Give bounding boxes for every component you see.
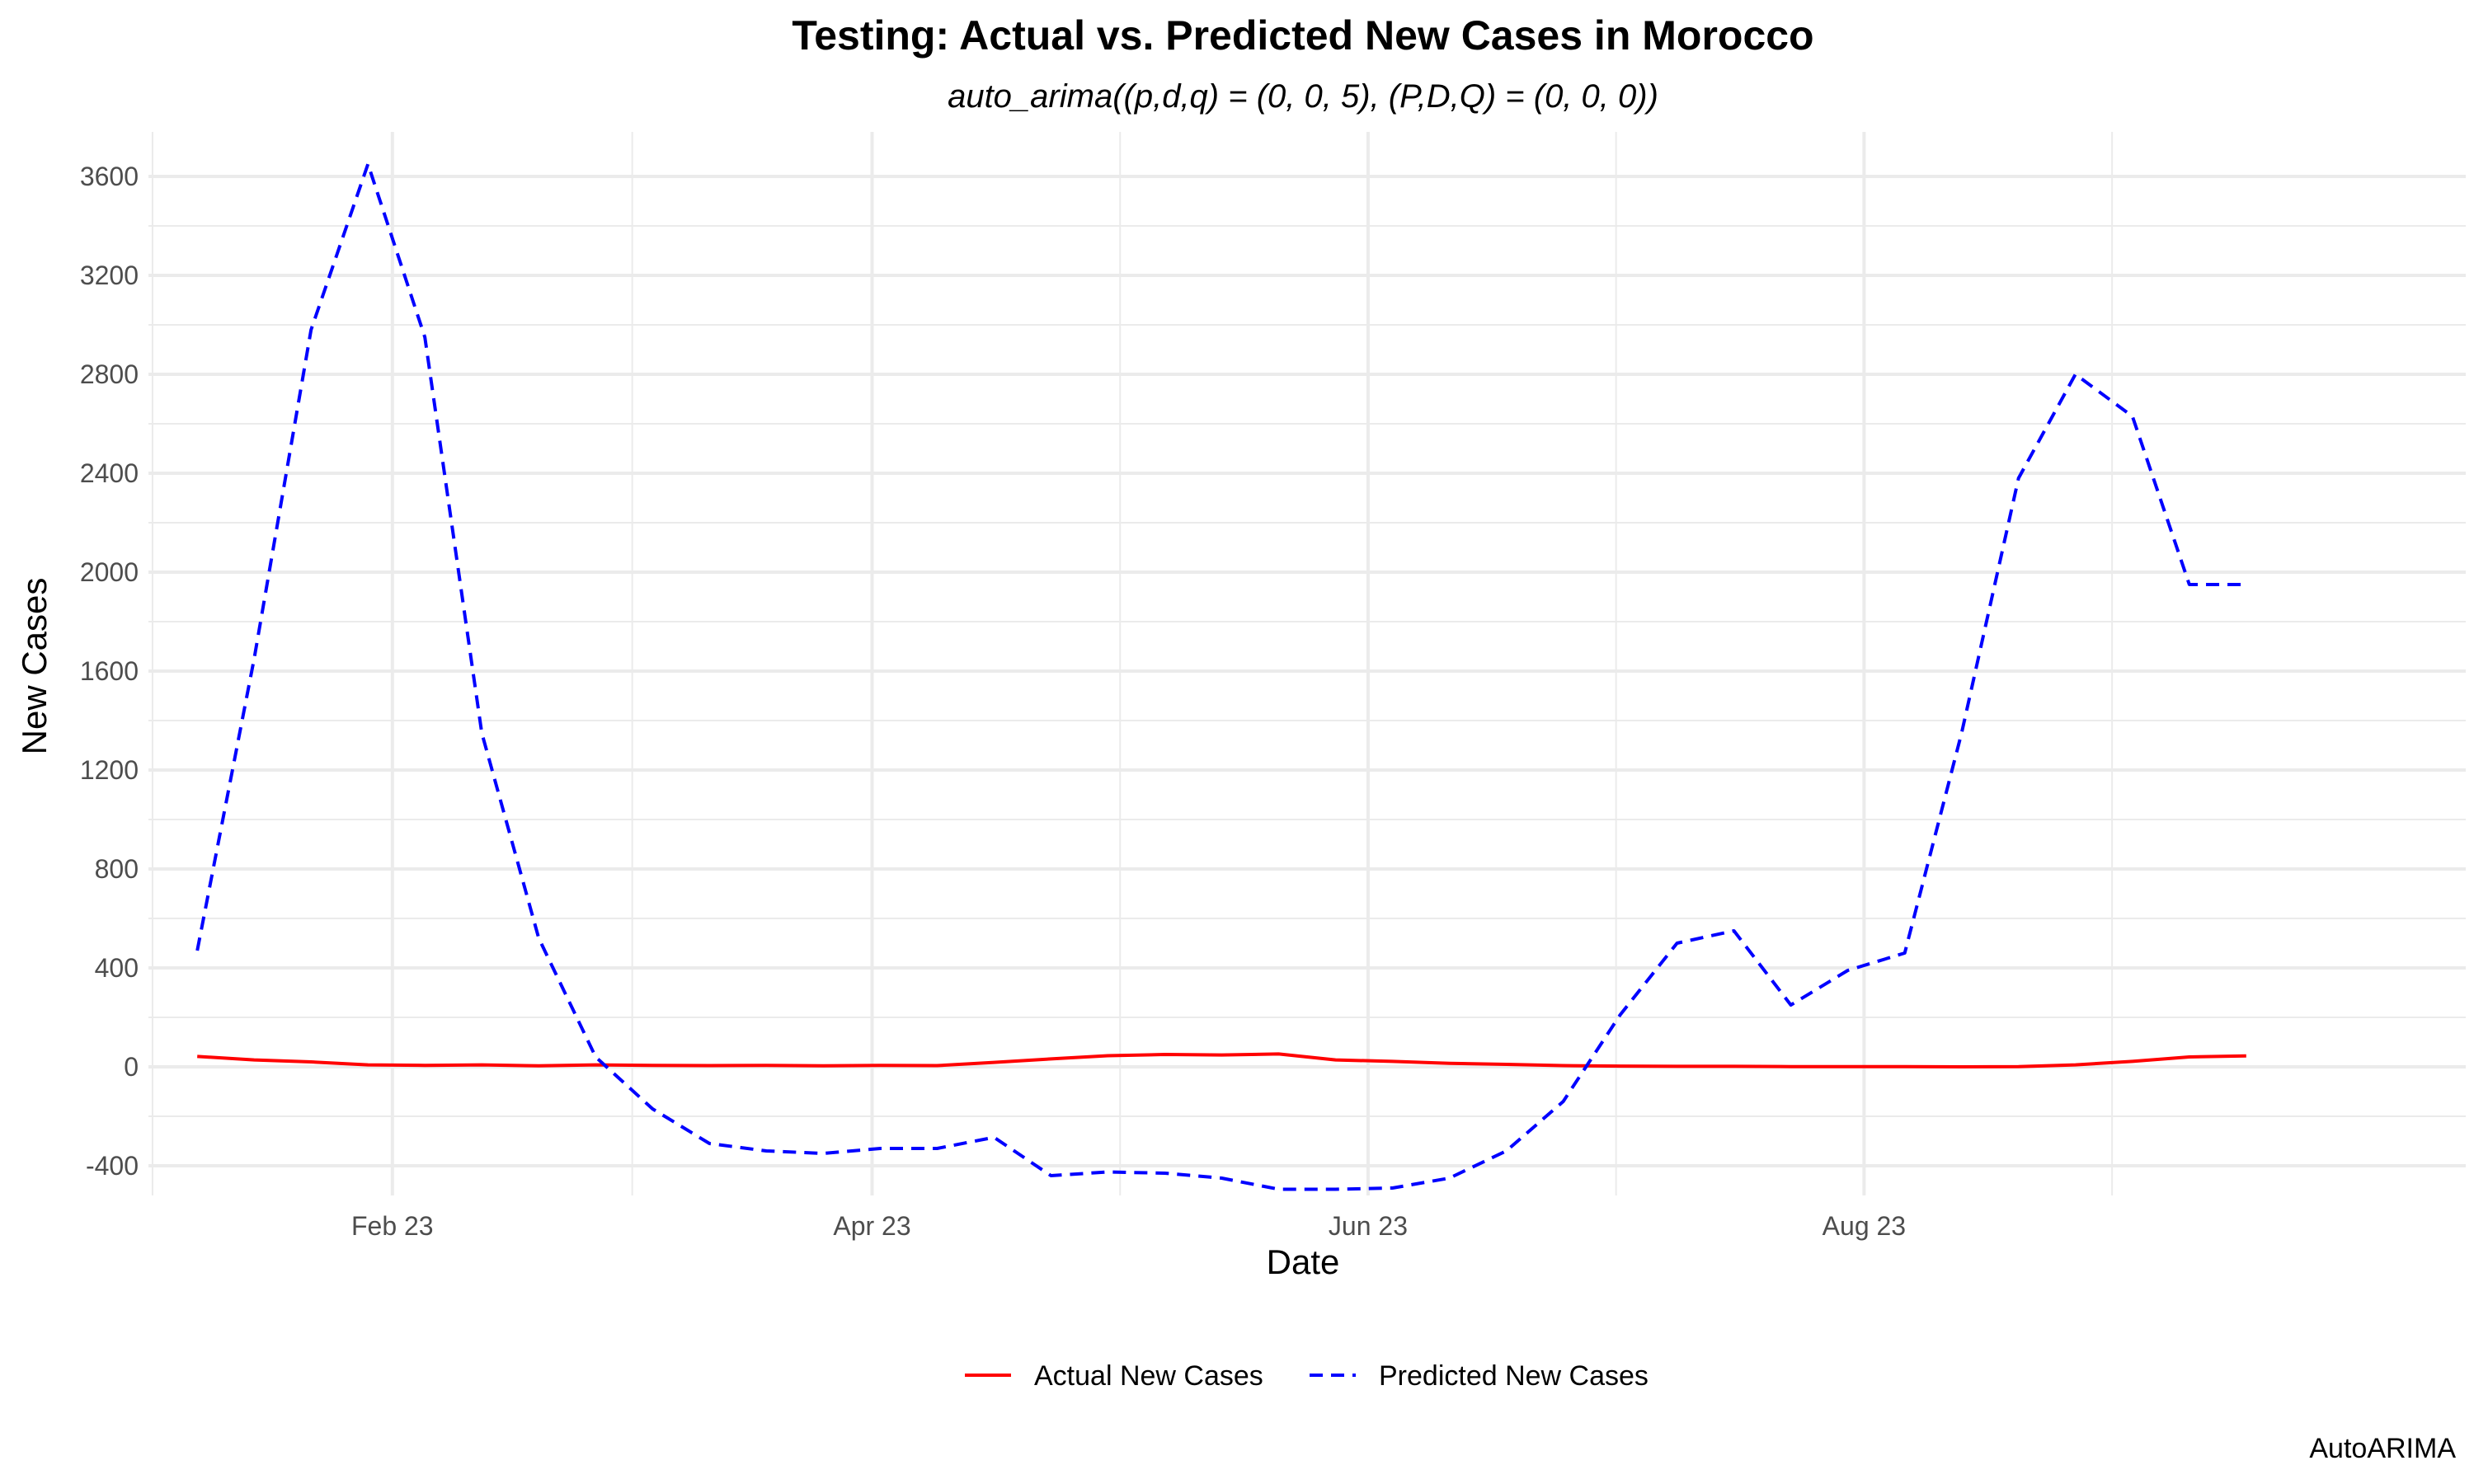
legend: Actual New Cases Predicted New Cases xyxy=(965,1360,1649,1392)
chart-caption: AutoARIMA xyxy=(2309,1433,2456,1464)
legend-label: Actual New Cases xyxy=(1034,1360,1263,1392)
series-layer xyxy=(195,162,2246,1191)
y-tick-label: -400 xyxy=(86,1151,139,1181)
y-tick-label: 3600 xyxy=(80,162,139,191)
y-tick-label: 1600 xyxy=(80,656,139,686)
y-tick-label: 3200 xyxy=(80,261,139,290)
y-tick-label: 400 xyxy=(95,953,139,983)
y-tick-label: 0 xyxy=(124,1052,139,1082)
grid xyxy=(148,132,2466,1195)
legend-label: Predicted New Cases xyxy=(1379,1360,1649,1392)
x-tick-label: Apr 23 xyxy=(833,1211,910,1241)
y-axis-ticks: -400 0 400 800 1200 1600 2000 2400 2800 3200 3600 xyxy=(80,162,139,1181)
x-tick-label: Feb 23 xyxy=(351,1211,434,1241)
series-line-actual-new-cases xyxy=(197,1052,2246,1068)
y-tick-label: 1200 xyxy=(80,755,139,785)
y-tick-label: 800 xyxy=(95,854,139,884)
x-tick-label: Aug 23 xyxy=(1823,1211,1906,1241)
x-axis-title: Date xyxy=(1267,1242,1340,1281)
y-tick-label: 2800 xyxy=(80,359,139,389)
y-tick-label: 2400 xyxy=(80,458,139,488)
chart-subtitle: auto_arima((p,d,q) = (0, 0, 5), (P,D,Q) … xyxy=(948,78,1658,115)
x-axis-ticks: Feb 23 Apr 23 Jun 23 Aug 23 xyxy=(351,1211,1906,1241)
x-tick-label: Jun 23 xyxy=(1329,1211,1408,1241)
chart-title: Testing: Actual vs. Predicted New Cases … xyxy=(792,12,1813,59)
series-line-predicted-new-cases xyxy=(195,162,2246,1191)
y-tick-label: 2000 xyxy=(80,557,139,587)
y-axis-title: New Cases xyxy=(15,578,54,755)
